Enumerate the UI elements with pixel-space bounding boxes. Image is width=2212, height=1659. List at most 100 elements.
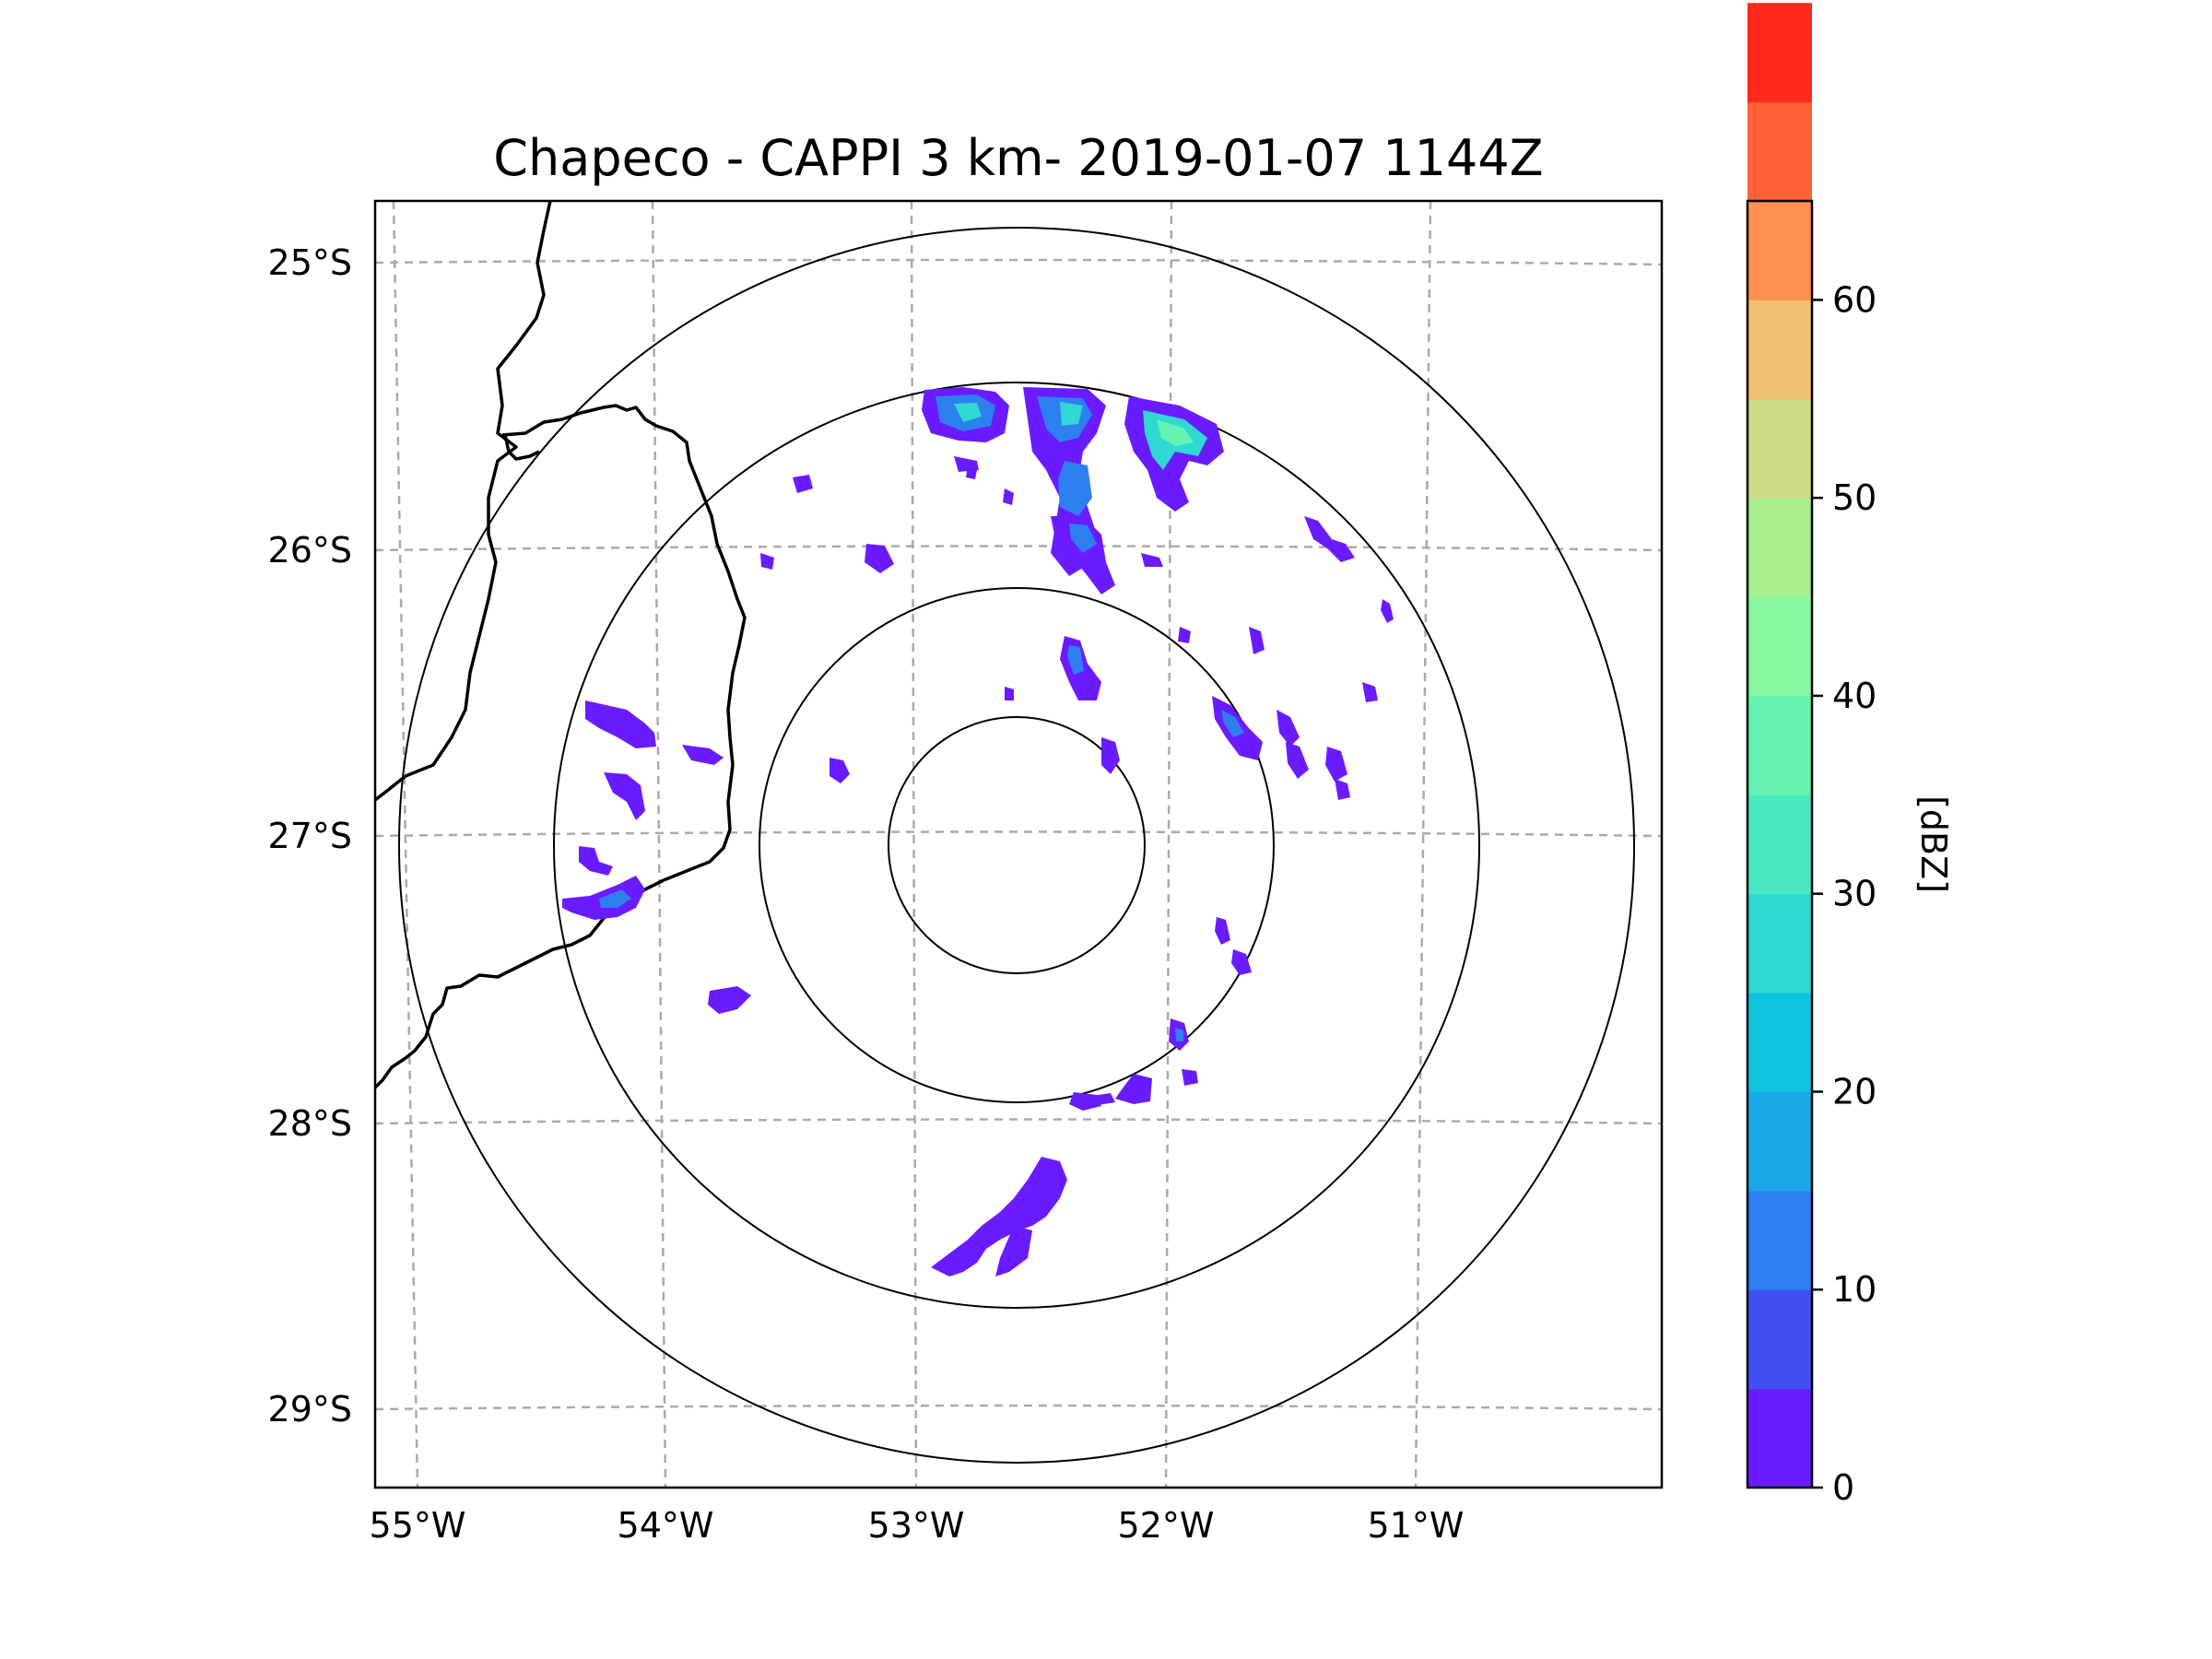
echo-center-1-core xyxy=(1067,645,1084,675)
echo-misc-3 xyxy=(1249,627,1265,654)
political-borders xyxy=(375,201,747,1089)
lon-tick-label: 54°W xyxy=(618,1505,714,1546)
colorbar-band xyxy=(1747,794,1812,895)
echo-west-1 xyxy=(585,700,656,748)
lon-tick-label: 52°W xyxy=(1118,1505,1215,1546)
echo-north-3 xyxy=(1058,461,1092,516)
echo-north-4-core2 xyxy=(1157,419,1194,446)
colorbar-band xyxy=(1747,1388,1812,1488)
colorbar-band xyxy=(1747,893,1812,994)
longitude-labels: 55°W 54°W 53°W 52°W 51°W xyxy=(370,1505,1465,1546)
echo-north-5-core xyxy=(1069,524,1097,553)
colorbar-tick-label: 10 xyxy=(1832,1269,1877,1310)
echo-misc-8 xyxy=(1086,1093,1115,1106)
echo-east-4 xyxy=(1325,747,1347,782)
colorbar-band xyxy=(1747,498,1812,598)
gridline-lat-29 xyxy=(375,1404,1662,1411)
range-ring-1 xyxy=(888,716,1146,974)
colorbar-band xyxy=(1747,596,1812,697)
echo-south-3 xyxy=(931,1157,1067,1277)
echo-north-1-core2 xyxy=(954,403,982,422)
colorbar-band xyxy=(1747,3,1812,103)
lon-tick-label: 55°W xyxy=(370,1505,466,1546)
gridline-lat-28 xyxy=(375,1118,1662,1125)
echo-west-6 xyxy=(708,986,751,1014)
gridline-lon-53 xyxy=(910,201,918,1488)
lon-tick-label: 53°W xyxy=(868,1505,965,1546)
colorbar-band xyxy=(1747,1091,1812,1192)
colorbar-bands xyxy=(1747,3,1812,1488)
colorbar-tick-label: 30 xyxy=(1832,874,1877,914)
colorbar-tick-label: 20 xyxy=(1832,1071,1877,1112)
colorbar-band xyxy=(1747,695,1812,795)
latitude-labels: 25°S 26°S 27°S 28°S 29°S xyxy=(268,242,352,1430)
colorbar-band xyxy=(1747,1289,1812,1390)
echo-east-1-core xyxy=(1221,710,1244,737)
colorbar-tick-label: 0 xyxy=(1832,1467,1854,1508)
echo-north-5 xyxy=(1051,516,1115,594)
map-area xyxy=(375,201,1662,1488)
echo-nw-1 xyxy=(865,544,894,573)
echo-misc-5 xyxy=(1141,553,1163,567)
colorbar-band xyxy=(1747,993,1812,1093)
border-paraguay-argentina xyxy=(375,201,552,802)
lon-tick-label: 51°W xyxy=(1368,1505,1465,1546)
colorbar-band xyxy=(1747,201,1812,300)
colorbar-ticks: 0 10 20 30 40 50 60 xyxy=(1812,279,1877,1508)
border-misiones-north xyxy=(503,434,540,461)
border-misiones xyxy=(375,404,747,1089)
radar-echoes xyxy=(562,387,1394,1277)
colorbar-label: [dBZ] xyxy=(1913,795,1954,893)
echo-misc-4 xyxy=(1362,682,1378,702)
lat-tick-label: 26°S xyxy=(268,530,352,571)
echo-east-5 xyxy=(1335,779,1350,800)
colorbar-band xyxy=(1747,101,1812,202)
echo-misc-2 xyxy=(1003,488,1014,505)
colorbar-frame xyxy=(1746,199,1814,1489)
figure-title: Chapeco - CAPPI 3 km- 2019-01-07 1144Z xyxy=(493,129,1543,187)
echo-south-1 xyxy=(1115,1074,1152,1104)
colorbar: 0 10 20 30 40 50 60 [dBZ] xyxy=(1746,3,1954,1508)
colorbar-band xyxy=(1747,398,1812,499)
gridline-lat-25 xyxy=(375,258,1662,266)
echo-west-2 xyxy=(604,772,645,820)
echo-east-7 xyxy=(1231,949,1252,975)
colorbar-band xyxy=(1747,300,1812,400)
echo-west-4-core xyxy=(599,889,631,908)
range-ring-2 xyxy=(759,587,1275,1103)
gridline-lat-27 xyxy=(375,830,1662,838)
echo-se-1-core xyxy=(1175,1028,1183,1041)
echo-misc-9 xyxy=(1182,1069,1198,1086)
echo-nw-2 xyxy=(793,475,813,493)
colorbar-tick-label: 60 xyxy=(1832,279,1877,320)
gridline-lon-54 xyxy=(651,201,667,1488)
lat-tick-label: 28°S xyxy=(268,1103,352,1144)
echo-east-6 xyxy=(1215,917,1230,945)
gridline-lon-51 xyxy=(1414,201,1432,1488)
range-ring-3 xyxy=(553,382,1480,1309)
echo-mid-2 xyxy=(1101,737,1120,774)
gridline-lon-55 xyxy=(392,201,419,1488)
echo-north-2-core2 xyxy=(1060,402,1083,426)
echo-mid-3 xyxy=(1005,687,1014,700)
colorbar-tick-label: 50 xyxy=(1832,477,1877,518)
lat-tick-label: 29°S xyxy=(268,1389,352,1430)
echo-west-5 xyxy=(682,745,724,765)
echo-misc-6 xyxy=(760,553,774,570)
echo-ne-2 xyxy=(1381,599,1394,623)
range-rings xyxy=(398,227,1635,1464)
map-frame xyxy=(373,199,1664,1489)
lat-tick-label: 27°S xyxy=(268,816,352,856)
echo-west-3 xyxy=(579,846,613,876)
colorbar-tick-label: 40 xyxy=(1832,676,1877,716)
range-ring-4 xyxy=(398,227,1635,1464)
gridline-lat-26 xyxy=(375,545,1662,552)
echo-east-3 xyxy=(1286,742,1309,779)
colorbar-band xyxy=(1747,1190,1812,1290)
echo-mid-1 xyxy=(830,758,850,783)
lat-tick-label: 25°S xyxy=(268,242,352,283)
echo-ne-1 xyxy=(1304,516,1355,562)
echo-misc-10 xyxy=(966,465,977,479)
echo-east-2 xyxy=(1277,710,1300,747)
